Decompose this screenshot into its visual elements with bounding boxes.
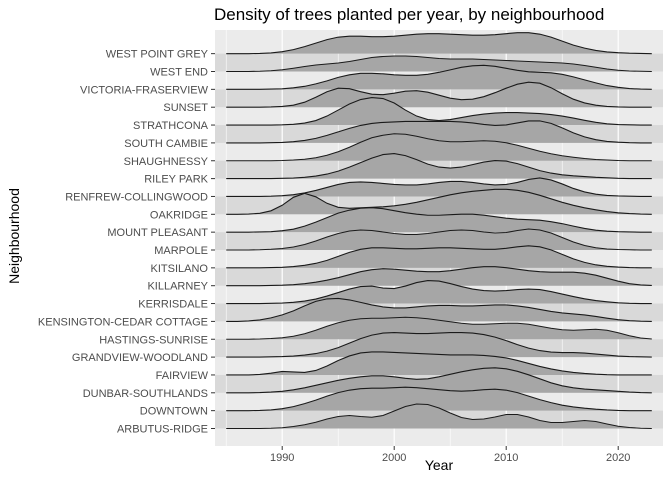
ridge-line [226, 133, 652, 162]
ridge-grandview-woodland [226, 332, 652, 358]
ridge-area [226, 82, 652, 108]
ridge-area [226, 189, 652, 215]
ridge-line [226, 403, 652, 430]
ridge-kerrisdale [226, 279, 652, 305]
ridge-line [226, 228, 652, 251]
ridge-line [226, 266, 652, 287]
ridge-shaughnessy [226, 133, 652, 162]
ridge-area [226, 229, 652, 250]
category-label: SOUTH CAMBIE [124, 138, 208, 150]
x-axis-ticks [281, 446, 619, 450]
ridge-downtown [226, 386, 652, 412]
ridge-kitsilano [226, 245, 652, 269]
ridge-area [226, 298, 652, 322]
density-ridges [226, 32, 652, 430]
category-label: KENSINGTON-CEDAR COTTAGE [38, 316, 208, 328]
category-label: ARBUTUS-RIDGE [117, 424, 208, 436]
category-labels: ARBUTUS-RIDGE DOWNTOWN DUNBAR-SOUTHLANDS FA… [38, 49, 209, 436]
ridge-area [226, 177, 652, 197]
ridge-renfrew-collingwood [226, 177, 652, 197]
ridge-line [226, 279, 652, 305]
ridge-line [226, 120, 652, 144]
ridge-line [226, 297, 652, 322]
category-label: FAIRVIEW [156, 370, 209, 382]
ridge-area [226, 266, 652, 286]
x-tick-label: 2010 [494, 452, 518, 464]
ridge-area [226, 404, 652, 429]
ridge-area [226, 245, 652, 268]
ridge-line [226, 55, 652, 73]
ridge-line [226, 177, 652, 197]
category-label: DOWNTOWN [140, 406, 208, 418]
ridge-mount-pleasant [226, 207, 652, 233]
category-label: SUNSET [163, 102, 208, 114]
category-label: OAKRIDGE [150, 209, 208, 221]
category-label: GRANDVIEW-WOODLAND [72, 352, 208, 364]
ridge-line [226, 316, 652, 340]
category-label: HASTINGS-SUNRISE [99, 334, 208, 346]
ridge-area [226, 207, 652, 233]
x-tick-label: 2020 [606, 452, 630, 464]
x-tick-labels: 1990 2000 2010 2020 [270, 452, 630, 464]
ridge-line [226, 32, 652, 55]
x-axis-title: Year [425, 457, 454, 473]
ridge-line [226, 64, 652, 90]
ridge-line [226, 386, 652, 412]
ridge-area [226, 65, 652, 90]
ridge-area [226, 332, 652, 358]
ridge-area [226, 367, 652, 393]
chart-title: Density of trees planted per year, by ne… [214, 5, 604, 24]
category-label: SHAUGHNESSY [124, 156, 209, 168]
ridge-area [226, 351, 652, 375]
ridge-line [226, 245, 652, 269]
category-label: WEST POINT GREY [106, 49, 209, 61]
ridge-arbutus-ridge [226, 403, 652, 430]
ridge-killarney [226, 266, 652, 287]
ridge-south-cambie [226, 120, 652, 144]
ridge-dunbar-southlands [226, 367, 652, 394]
x-tick-label: 1990 [270, 452, 294, 464]
ridge-area [226, 317, 652, 340]
category-label: MOUNT PLEASANT [107, 227, 208, 239]
category-label: STRATHCONA [133, 120, 209, 132]
ridge-west-point-grey [226, 32, 652, 55]
ridge-marpole [226, 228, 652, 251]
ridge-oakridge [226, 188, 652, 215]
category-label: RILEY PARK [144, 174, 208, 186]
ridge-line [226, 332, 652, 358]
x-tick-label: 2000 [382, 452, 406, 464]
category-label: KERRISDALE [138, 299, 208, 311]
ridge-line [226, 153, 652, 180]
category-label: VICTORIA-FRASERVIEW [80, 84, 209, 96]
ridge-area [226, 280, 652, 304]
category-label: WEST END [150, 67, 208, 79]
ridge-area [226, 32, 652, 54]
ridge-victoria-fraserview [226, 64, 652, 90]
ridge-sunset [226, 81, 652, 108]
ridge-line [226, 81, 652, 108]
ridge-area [226, 97, 652, 126]
category-ticks [211, 53, 215, 429]
category-label: KITSILANO [151, 263, 209, 275]
category-label: DUNBAR-SOUTHLANDS [83, 388, 208, 400]
ridge-riley-park [226, 153, 652, 180]
category-label: RENFREW-COLLINGWOOD [65, 191, 208, 203]
ridge-fairview [226, 351, 652, 376]
ridge-hastings-sunrise [226, 316, 652, 340]
category-label: MARPOLE [154, 245, 208, 257]
ridge-kensington-cedar-cottage [226, 297, 652, 322]
ridge-west-end [226, 55, 652, 73]
ridge-area [226, 56, 652, 72]
ridge-line [226, 367, 652, 394]
ridge-strathcona [226, 96, 652, 126]
ridge-line [226, 351, 652, 376]
category-label: KILLARNEY [147, 281, 208, 293]
ridge-line [226, 188, 652, 215]
ridge-line [226, 207, 652, 233]
y-axis-title: Neighbourhood [6, 188, 22, 284]
ridge-area [226, 120, 652, 143]
ridge-area [226, 387, 652, 411]
ridge-line [226, 96, 652, 126]
